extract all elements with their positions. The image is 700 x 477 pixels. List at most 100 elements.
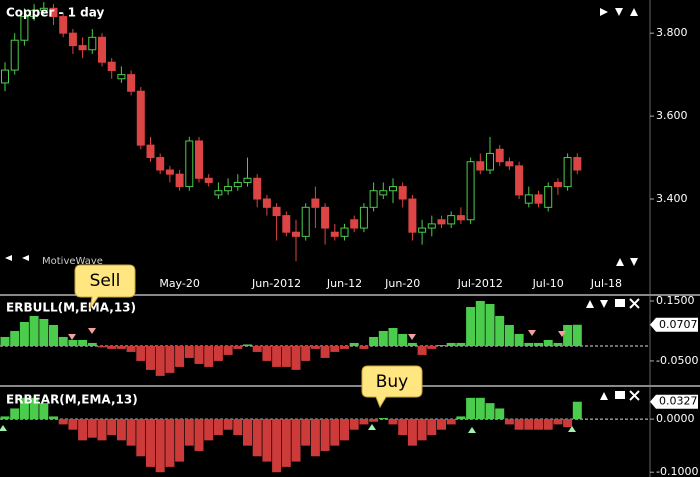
candle-body — [117, 74, 126, 80]
value-flag — [650, 394, 698, 409]
candle-body — [466, 161, 475, 221]
candle-body — [272, 206, 281, 217]
bar — [330, 419, 340, 446]
candle-body — [563, 157, 572, 188]
bar — [359, 345, 369, 349]
bar — [97, 419, 107, 441]
icon — [630, 258, 638, 266]
x-tick-label: Jul-18 — [590, 277, 622, 290]
candle-body — [301, 206, 310, 237]
value-flag-label: 0.0327 — [659, 395, 698, 408]
bar — [301, 419, 311, 446]
bar — [281, 345, 291, 367]
y-tick-label: 0.0000 — [656, 412, 695, 425]
bar — [58, 336, 68, 346]
icon — [630, 8, 638, 16]
bar — [340, 419, 349, 441]
candle-body — [398, 186, 407, 200]
bar — [524, 342, 534, 346]
bar — [97, 345, 107, 348]
x-tick-label: Jul-2012 — [457, 277, 503, 290]
icon — [600, 8, 608, 16]
candle-body — [195, 140, 203, 179]
bar — [49, 324, 58, 346]
bar — [10, 408, 20, 420]
buy-markers — [0, 424, 576, 433]
candle-body — [59, 16, 68, 34]
bar — [504, 324, 514, 346]
bar — [514, 333, 524, 346]
candle-body — [408, 198, 417, 233]
bar — [19, 321, 29, 346]
bar — [369, 419, 379, 422]
y-tick-label: 3.400 — [656, 192, 688, 205]
bar — [291, 345, 301, 370]
callout: Buy — [361, 365, 423, 409]
candle-body — [418, 227, 427, 233]
buy-marker — [468, 427, 476, 433]
bar — [534, 419, 543, 430]
icon — [615, 8, 623, 16]
candle-body — [88, 36, 97, 51]
bar — [534, 342, 543, 346]
bar — [213, 419, 223, 436]
bar — [213, 345, 223, 361]
candle-body — [204, 177, 213, 183]
bar — [146, 419, 155, 467]
bar — [524, 419, 534, 430]
candle-body — [49, 7, 58, 18]
sell-marker — [528, 330, 536, 336]
bar — [175, 345, 185, 367]
bar — [243, 344, 252, 346]
icon — [615, 299, 625, 307]
bar — [204, 345, 214, 367]
bar — [572, 401, 582, 420]
candle-body — [321, 206, 330, 229]
bar — [475, 301, 485, 346]
bar — [262, 419, 272, 462]
bar — [563, 419, 573, 428]
bar — [184, 345, 194, 358]
icon — [5, 255, 12, 261]
candle-body — [389, 186, 397, 192]
y-tick-label: 0.1500 — [656, 294, 695, 307]
sell-marker — [558, 331, 566, 337]
candle-body — [340, 227, 349, 237]
bar — [194, 419, 204, 451]
value-flag-label: 0.0707 — [659, 318, 698, 331]
icon — [629, 390, 640, 401]
candle-body — [20, 16, 29, 41]
x-tick-label: Jun-12 — [326, 277, 362, 290]
candle-body — [534, 194, 543, 204]
bar — [514, 419, 524, 430]
bar — [155, 345, 165, 376]
candle-body — [505, 161, 514, 167]
candle-body — [107, 61, 116, 71]
bar — [572, 324, 582, 346]
icon — [586, 300, 594, 308]
bar — [155, 419, 165, 473]
candle-body — [292, 231, 300, 237]
candle-body — [262, 198, 271, 208]
bar — [243, 419, 252, 446]
bar — [388, 419, 398, 425]
bar — [107, 419, 117, 436]
bar — [369, 336, 379, 346]
candle-body — [427, 223, 436, 229]
x-tick-label: Jun-2012 — [251, 277, 301, 290]
candle-body — [253, 177, 262, 200]
candle-body — [1, 69, 9, 84]
bar — [330, 345, 340, 352]
callout-box — [361, 365, 423, 409]
candle-body — [369, 190, 378, 208]
y-tick-label: 3.600 — [656, 109, 688, 122]
callout-box — [74, 264, 136, 310]
bar — [223, 345, 233, 355]
candle-body — [156, 157, 165, 171]
candle-body — [330, 231, 339, 237]
candle-body — [136, 90, 145, 146]
bar — [456, 416, 466, 420]
bar — [10, 330, 20, 346]
